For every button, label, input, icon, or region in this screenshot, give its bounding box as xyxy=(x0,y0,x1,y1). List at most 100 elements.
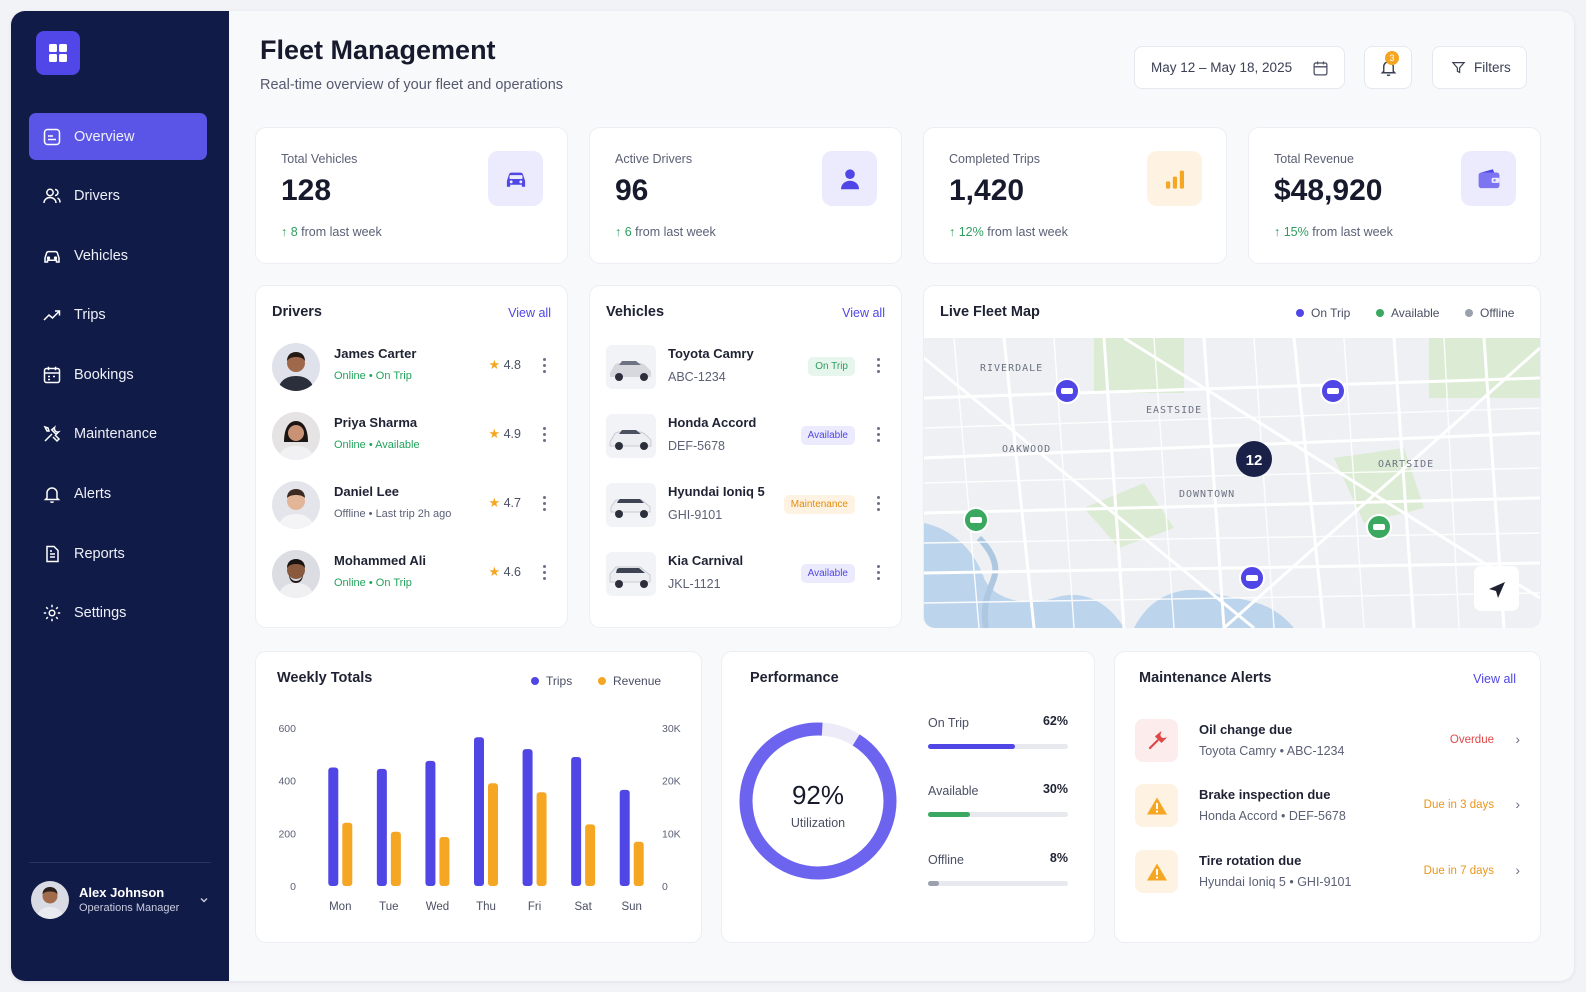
x-axis-tick-label: Sat xyxy=(575,901,593,913)
more-options-icon[interactable] xyxy=(871,353,885,377)
filters-button[interactable]: Filters xyxy=(1432,46,1527,89)
status-badge: Maintenance xyxy=(783,495,855,514)
avatar xyxy=(272,343,320,391)
sidebar-item-alerts[interactable]: Alerts xyxy=(29,471,207,518)
list-item[interactable]: Hyundai Ioniq 5 GHI-9101 Maintenance xyxy=(606,475,885,535)
chevron-right-icon[interactable]: › xyxy=(1515,796,1520,812)
vehicle-plate: GHI-9101 xyxy=(668,508,723,522)
driver-rating: ★ 4.7 xyxy=(488,495,521,510)
filters-label: Filters xyxy=(1474,60,1511,75)
y-axis-tick-label: 400 xyxy=(278,776,296,788)
bar-revenue xyxy=(342,822,353,886)
overview-icon xyxy=(43,128,61,145)
vehicles-view-all-link[interactable]: View all xyxy=(842,306,885,320)
sidebar-item-label: Alerts xyxy=(74,486,112,503)
drivers-view-all-link[interactable]: View all xyxy=(508,306,551,320)
chevron-right-icon[interactable]: › xyxy=(1515,731,1520,747)
x-axis-tick-label: Tue xyxy=(379,901,398,913)
chevron-down-icon[interactable] xyxy=(199,892,209,910)
arrow-up-icon: ↑ xyxy=(1274,225,1284,239)
bar-trips xyxy=(328,767,339,886)
date-range-picker[interactable]: May 12 – May 18, 2025 xyxy=(1134,46,1345,89)
sidebar-item-trips[interactable]: Trips xyxy=(29,292,207,339)
legend-item: Trips xyxy=(531,674,572,688)
map-marker-on-trip[interactable] xyxy=(1320,378,1346,404)
driver-name: Daniel Lee xyxy=(334,484,400,499)
list-item[interactable]: Mohammed Ali Online • On Trip ★ 4.6 xyxy=(272,544,551,604)
maintenance-view-all-link[interactable]: View all xyxy=(1473,672,1516,686)
map-cluster[interactable]: 12 xyxy=(1236,441,1272,477)
map-marker-on-trip[interactable] xyxy=(1239,565,1265,591)
live-fleet-map-card: Live Fleet Map On Trip Available Offline xyxy=(923,285,1541,628)
sidebar-item-settings[interactable]: Settings xyxy=(29,590,207,637)
avatar xyxy=(31,881,69,919)
status-badge: Due in 3 days xyxy=(1423,799,1494,811)
sidebar-item-label: Trips xyxy=(74,307,106,324)
filter-icon xyxy=(1451,62,1466,74)
stat-value: 96 xyxy=(615,174,649,207)
arrow-up-icon: ↑ xyxy=(949,225,959,239)
sidebar-item-drivers[interactable]: Drivers xyxy=(29,173,207,220)
perf-row-available: Available 30% xyxy=(928,782,1068,817)
sidebar: Overview Drivers Vehicles Trips Bookings… xyxy=(11,11,229,981)
stat-change-suffix: from last week xyxy=(301,225,382,239)
stat-card-total-revenue: Total Revenue $48,920 ↑ 15% from last we… xyxy=(1248,127,1541,264)
bar-trips xyxy=(474,737,484,886)
bar-revenue xyxy=(633,841,644,886)
bar-trips xyxy=(522,749,533,886)
app-logo-icon[interactable] xyxy=(36,31,80,75)
driver-status: Online • On Trip xyxy=(334,577,412,589)
user-profile[interactable]: Alex Johnson Operations Manager xyxy=(31,879,211,921)
map-marker-on-trip[interactable] xyxy=(1054,378,1080,404)
list-item[interactable]: Kia Carnival JKL-1121 Available xyxy=(606,544,885,604)
x-axis-tick-label: Wed xyxy=(426,901,449,913)
more-options-icon[interactable] xyxy=(537,353,551,377)
more-options-icon[interactable] xyxy=(871,560,885,584)
more-options-icon[interactable] xyxy=(537,422,551,446)
perf-row-offline: Offline 8% xyxy=(928,851,1068,886)
stat-value: 1,420 xyxy=(949,174,1025,207)
sidebar-item-overview[interactable]: Overview xyxy=(29,113,207,160)
list-item[interactable]: Honda Accord DEF-5678 Available xyxy=(606,406,885,466)
list-item[interactable]: Daniel Lee Offline • Last trip 2h ago ★ … xyxy=(272,475,551,535)
bar-revenue xyxy=(390,831,401,886)
status-badge: Overdue xyxy=(1449,734,1494,746)
car-icon xyxy=(488,151,543,206)
progress-bar xyxy=(928,881,940,886)
map-canvas[interactable]: RIVERDALE EASTSIDE OAKWOOD OARTSIDE DOWN… xyxy=(924,338,1540,628)
more-options-icon[interactable] xyxy=(537,560,551,584)
y-axis-right-tick-label: 10K xyxy=(662,828,681,840)
stat-change: ↑ 6 from last week xyxy=(615,225,716,239)
more-options-icon[interactable] xyxy=(871,491,885,515)
date-range-text: May 12 – May 18, 2025 xyxy=(1151,60,1293,75)
list-item[interactable]: Toyota Camry ABC-1234 On Trip xyxy=(606,337,885,397)
driver-name: Mohammed Ali xyxy=(334,553,426,568)
notifications-button[interactable]: 3 xyxy=(1364,46,1412,89)
bar-trips xyxy=(425,760,436,886)
weekly-bar-chart: 0 200 400 600 0 10K 20K 30K Mon Tue Wed Thu Fri Sat Su… xyxy=(278,723,681,913)
more-options-icon[interactable] xyxy=(871,422,885,446)
locate-me-button[interactable] xyxy=(1474,566,1519,611)
vehicle-name: Honda Accord xyxy=(668,415,757,430)
bar-trips xyxy=(571,756,582,886)
stat-change-suffix: from last week xyxy=(635,225,716,239)
sidebar-item-vehicles[interactable]: Vehicles xyxy=(29,232,207,279)
sidebar-item-maintenance[interactable]: Maintenance xyxy=(29,411,207,458)
map-marker-available[interactable] xyxy=(963,507,989,533)
driver-rating: ★ 4.6 xyxy=(488,564,521,579)
utilization-label: Utilization xyxy=(790,816,846,830)
list-item[interactable]: Priya Sharma Online • Available ★ 4.9 xyxy=(272,406,551,466)
list-item[interactable]: James Carter Online • On Trip ★ 4.8 xyxy=(272,337,551,397)
sidebar-item-reports[interactable]: Reports xyxy=(29,530,207,577)
status-badge: Available xyxy=(800,564,855,583)
map-marker-available[interactable] xyxy=(1366,514,1392,540)
chevron-right-icon[interactable]: › xyxy=(1515,862,1520,878)
gear-icon xyxy=(43,605,61,622)
avatar xyxy=(272,412,320,460)
sidebar-item-bookings[interactable]: Bookings xyxy=(29,351,207,398)
driver-status: Online • On Trip xyxy=(334,370,412,382)
driver-status: Online • Available xyxy=(334,439,420,451)
warning-icon xyxy=(1135,850,1178,893)
more-options-icon[interactable] xyxy=(537,491,551,515)
legend-item: Offline xyxy=(1465,306,1514,320)
